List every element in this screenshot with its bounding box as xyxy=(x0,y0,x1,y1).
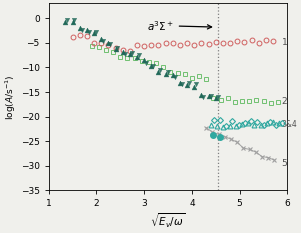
X-axis label: $\sqrt{E_v/\omega}$: $\sqrt{E_v/\omega}$ xyxy=(150,211,186,230)
Text: $a^3\Sigma^+$: $a^3\Sigma^+$ xyxy=(147,19,212,33)
Text: 1: 1 xyxy=(282,38,287,47)
Text: 5: 5 xyxy=(282,159,287,168)
Text: 3&4: 3&4 xyxy=(282,120,297,129)
Text: 2: 2 xyxy=(282,97,287,106)
Y-axis label: $\log(A/\mathrm{s}^{-1})$: $\log(A/\mathrm{s}^{-1})$ xyxy=(4,74,18,120)
